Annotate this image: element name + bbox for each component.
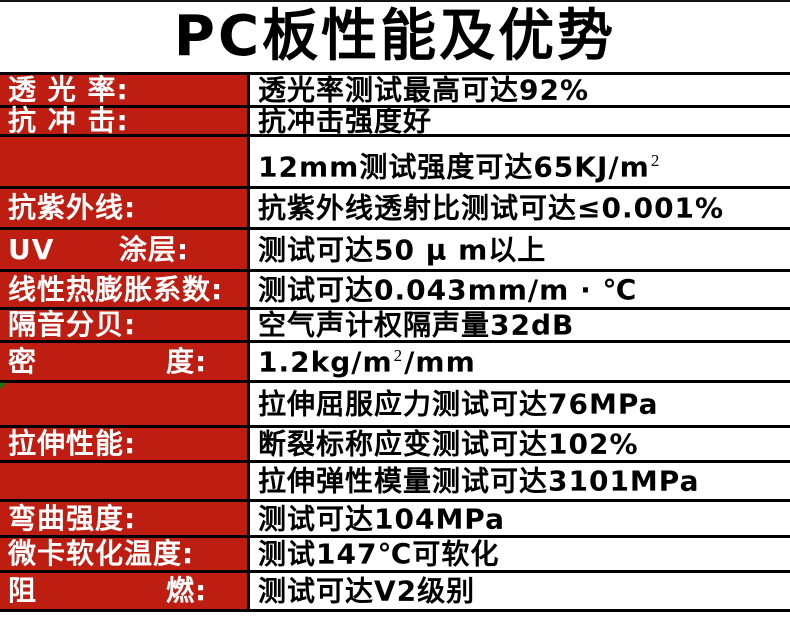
table-row: 弯曲强度: 测试可达104MPa (0, 502, 790, 538)
property-value: 断裂标称应变测试可达102% (258, 427, 639, 461)
property-label: 弯曲强度: (8, 501, 137, 535)
property-value-cell: 测试可达V2级别 (250, 573, 790, 609)
property-value-cell: 空气声计权隔声量32dB (250, 310, 790, 340)
property-label-cell: 阻 燃: (0, 573, 250, 609)
property-value: 测试可达50 μ m以上 (258, 233, 547, 267)
property-label-cell: 微卡软化温度: (0, 538, 250, 570)
page-title: PC板性能及优势 (173, 4, 617, 69)
property-value: 拉伸屈服应力测试可达76MPa (258, 387, 659, 421)
property-value-cell: 拉伸弹性模量测试可达3101MPa (250, 463, 790, 499)
table-row: 拉伸性能: 断裂标称应变测试可达102% (0, 428, 790, 463)
table-row: 密 度: 1.2kg/m2/mm (0, 343, 790, 383)
property-value: 空气声计权隔声量32dB (258, 308, 575, 342)
green-corner-marker-icon (0, 383, 6, 389)
property-value-cell: 抗冲击强度好 (250, 104, 790, 138)
table-row: 线性热膨胀系数: 测试可达0.043mm/m · ℃ (0, 272, 790, 310)
property-value: 测试可达V2级别 (258, 574, 476, 608)
property-value-cell: 12mm测试强度可达65KJ/m2 (250, 137, 790, 186)
table-row: 隔音分贝: 空气声计权隔声量32dB (0, 310, 790, 343)
property-label-cell (0, 463, 250, 499)
property-value-cell: 抗紫外线透射比测试可达≤0.001% (250, 189, 790, 227)
property-label-cell: 线性热膨胀系数: (0, 272, 250, 307)
table-row: 抗 冲 击: 抗冲击强度好 (0, 104, 790, 138)
property-label-cell: 抗紫外线: (0, 189, 250, 227)
property-value-cell: 1.2kg/m2/mm (250, 343, 790, 380)
property-label-cell (0, 137, 250, 186)
property-value: 测试可达0.043mm/m · ℃ (258, 273, 638, 307)
property-label-cell: 隔音分贝: (0, 310, 250, 340)
property-value: 测试可达104MPa (258, 502, 505, 536)
property-value-cell: 测试147℃可软化 (250, 538, 790, 570)
property-value: 抗冲击强度好 (258, 104, 433, 138)
property-label: 拉伸性能: (8, 427, 137, 460)
property-label-cell: UV 涂层: (0, 230, 250, 269)
property-label: 线性热膨胀系数: (8, 272, 224, 306)
table-row: 拉伸屈服应力测试可达76MPa (0, 383, 790, 428)
table-row: UV 涂层: 测试可达50 μ m以上 (0, 230, 790, 272)
property-label: 抗紫外线: (8, 191, 137, 224)
table-row: 抗紫外线: 抗紫外线透射比测试可达≤0.001% (0, 189, 790, 230)
table-row: 透 光 率: 透光率测试最高可达92% (0, 75, 790, 108)
property-label: 密 度: (8, 344, 208, 378)
property-label-cell: 透 光 率: (0, 75, 250, 105)
property-label: 阻 燃: (8, 574, 208, 607)
property-value-cell: 测试可达50 μ m以上 (250, 230, 790, 269)
property-value-cell: 测试可达0.043mm/m · ℃ (250, 272, 790, 307)
property-label-cell: 密 度: (0, 343, 250, 380)
property-value: 拉伸弹性模量测试可达3101MPa (258, 464, 700, 498)
table-row: 微卡软化温度: 测试147℃可软化 (0, 538, 790, 573)
property-label-cell (0, 383, 250, 425)
property-value: 1.2kg/m2/mm (258, 345, 476, 379)
property-value-cell: 测试可达104MPa (250, 502, 790, 535)
property-label: 隔音分贝: (8, 308, 137, 341)
property-value: 测试147℃可软化 (258, 537, 500, 571)
table-title-row: PC板性能及优势 (0, 2, 790, 75)
table-row: 12mm测试强度可达65KJ/m2 (0, 137, 790, 189)
property-value-cell: 拉伸屈服应力测试可达76MPa (250, 383, 790, 425)
superscript: 2 (393, 345, 403, 365)
table-row: 拉伸弹性模量测试可达3101MPa (0, 463, 790, 502)
property-label: UV 涂层: (8, 232, 190, 266)
superscript: 2 (650, 150, 660, 170)
property-label-cell: 弯曲强度: (0, 502, 250, 535)
property-value: 抗紫外线透射比测试可达≤0.001% (258, 191, 725, 225)
property-label: 抗 冲 击: (8, 104, 129, 137)
property-value: 透光率测试最高可达92% (258, 73, 590, 107)
property-value: 12mm测试强度可达65KJ/m2 (258, 150, 660, 183)
property-label-cell: 拉伸性能: (0, 428, 250, 460)
property-value-cell: 断裂标称应变测试可达102% (250, 428, 790, 460)
table-row: 阻 燃: 测试可达V2级别 (0, 573, 790, 612)
property-label: 微卡软化温度: (8, 537, 195, 570)
property-label: 透 光 率: (8, 73, 129, 106)
property-label-cell: 抗 冲 击: (0, 104, 250, 137)
property-value-cell: 透光率测试最高可达92% (250, 75, 790, 105)
